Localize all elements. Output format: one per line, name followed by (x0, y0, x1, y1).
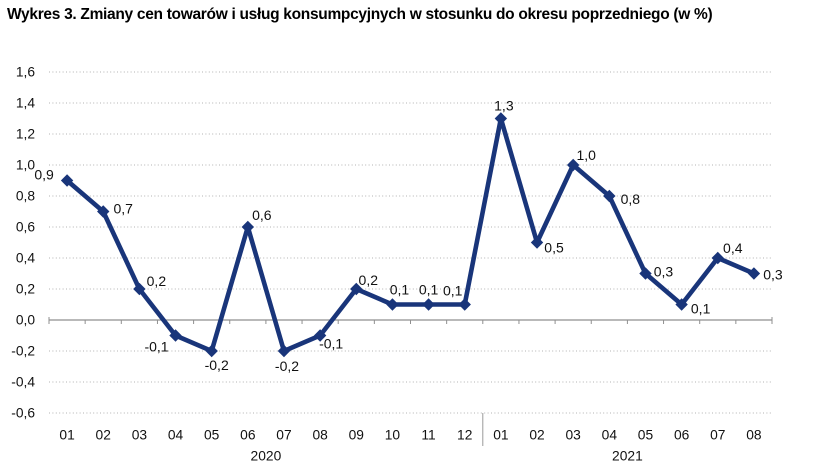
point-marker (386, 298, 399, 311)
y-axis-tick-label: 0,0 (16, 313, 36, 328)
chart-title: Wykres 3. Zmiany cen towarów i usług kon… (7, 6, 713, 23)
point-value-label: 0,1 (691, 301, 711, 317)
point-marker (747, 267, 761, 280)
point-value-label: 1,0 (576, 147, 596, 163)
y-axis-tick-label: 1,6 (16, 65, 36, 80)
point-marker (169, 329, 182, 342)
point-marker (277, 344, 291, 358)
point-value-label: -0,1 (319, 336, 343, 352)
point-value-label: 0,5 (544, 240, 564, 256)
point-value-label: 0,1 (419, 282, 439, 298)
x-axis-month-label: 02 (96, 428, 111, 443)
point-value-label: 0,4 (723, 240, 743, 256)
x-axis-month-label: 02 (529, 428, 544, 443)
point-marker (711, 251, 724, 265)
point-value-label: 1,3 (494, 98, 514, 114)
x-axis-month-label: 12 (457, 428, 472, 443)
x-axis-month-label: 11 (421, 428, 435, 443)
point-value-label: 0,8 (621, 191, 641, 207)
point-value-label: 0,2 (359, 272, 379, 288)
x-axis-month-label: 03 (565, 428, 581, 443)
x-axis-month-label: 07 (710, 428, 725, 443)
price-change-line (64, 116, 757, 354)
point-marker (97, 205, 110, 218)
point-marker (458, 298, 471, 311)
x-axis-month-label: 04 (168, 428, 184, 443)
x-axis-year-label: 2020 (251, 449, 282, 464)
point-marker (60, 174, 74, 187)
y-axis-tick-label: 1,0 (16, 158, 36, 173)
point-value-label: 0,9 (34, 167, 54, 183)
x-axis-month-label: 08 (312, 428, 328, 443)
point-marker (350, 282, 363, 296)
y-axis-tick-label: -0,6 (11, 406, 35, 421)
x-axis-month-label: 05 (638, 428, 654, 443)
x-axis-month-label: 09 (349, 428, 365, 443)
x-axis-year-label: 2021 (612, 449, 643, 464)
point-marker (566, 158, 580, 172)
x-axis-month-label: 03 (132, 428, 148, 443)
y-axis-tick-label: 0,6 (16, 220, 36, 235)
point-marker (205, 344, 218, 358)
point-value-label: -0,1 (144, 339, 168, 355)
point-marker (494, 112, 508, 125)
y-axis-tick-label: 1,4 (16, 96, 36, 111)
point-value-label: 0,7 (113, 201, 133, 217)
y-axis-tick-label: 0,8 (16, 189, 36, 204)
point-marker (313, 329, 327, 342)
point-value-label: 0,2 (147, 273, 167, 289)
point-marker (422, 298, 435, 311)
x-axis-month-label: 01 (493, 428, 508, 443)
x-axis-month-label: 06 (674, 428, 690, 443)
x-axis-month-label: 05 (204, 428, 220, 443)
point-value-label: 0,3 (763, 267, 783, 283)
point-marker (639, 267, 652, 280)
x-axis-month-label: 06 (240, 428, 256, 443)
point-marker (530, 236, 544, 249)
x-axis-month-label: 04 (602, 428, 618, 443)
point-value-label: 0,1 (443, 283, 463, 299)
point-value-label: -0,2 (275, 358, 299, 374)
y-axis-tick-label: 0,4 (16, 251, 36, 266)
y-axis-tick-label: 1,2 (16, 127, 35, 142)
point-value-label: 0,6 (252, 207, 272, 223)
y-axis-tick-label: -0,4 (11, 375, 35, 390)
point-marker (241, 220, 255, 234)
point-marker (603, 189, 616, 203)
y-axis-tick-label: -0,2 (11, 344, 35, 359)
x-axis-month-label: 07 (276, 428, 291, 443)
x-axis-month-label: 08 (746, 428, 762, 443)
point-value-label: 0,1 (390, 282, 410, 298)
x-axis-month-label: 01 (59, 428, 74, 443)
point-value-label: -0,2 (205, 357, 229, 373)
point-marker (675, 298, 688, 311)
y-axis-tick-label: 0,2 (16, 282, 35, 297)
point-marker (133, 282, 146, 296)
x-axis-month-label: 10 (385, 428, 401, 443)
point-value-label: 0,3 (654, 264, 674, 280)
